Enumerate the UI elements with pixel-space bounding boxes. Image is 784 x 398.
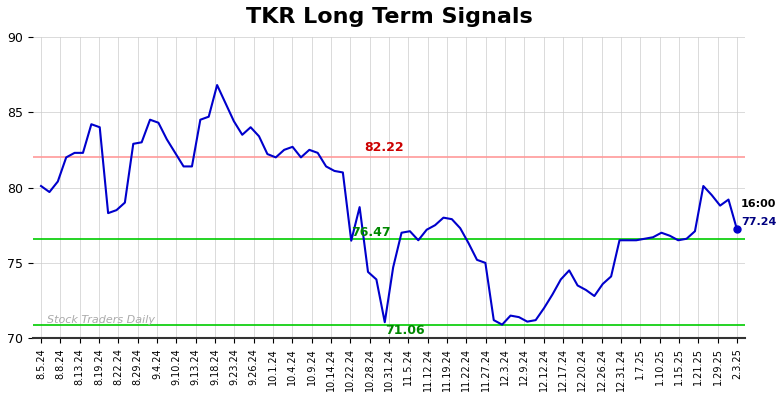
Text: 77.24: 77.24 — [741, 217, 776, 226]
Text: 76.47: 76.47 — [351, 226, 391, 239]
Text: Stock Traders Daily: Stock Traders Daily — [47, 315, 155, 325]
Text: 71.06: 71.06 — [385, 324, 424, 337]
Text: 82.22: 82.22 — [364, 141, 404, 154]
Title: TKR Long Term Signals: TKR Long Term Signals — [245, 7, 532, 27]
Text: 16:00: 16:00 — [741, 199, 776, 209]
